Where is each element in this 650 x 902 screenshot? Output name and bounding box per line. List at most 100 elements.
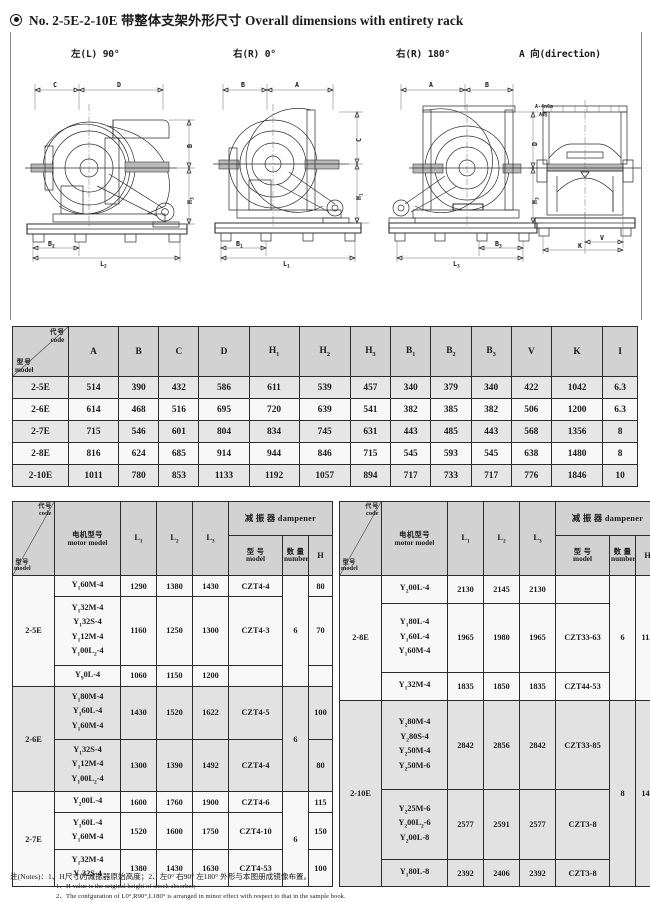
l1-header: L1 [447, 501, 485, 576]
l3-cell: 1900 [192, 791, 229, 814]
svg-text:B: B [186, 144, 194, 148]
dimension-cell: 506 [510, 398, 552, 421]
svg-text:D: D [117, 81, 121, 89]
motor-model-item: Y225M-6 [398, 803, 431, 816]
dampener-h-cell: 100 [307, 849, 334, 888]
motor-group-model: 2-6E [12, 685, 55, 793]
table-row: 2-10E 1011 780 853 1133 1192 1057 894 717 733 717 7… [12, 464, 638, 487]
l1-cell: 1520 [120, 812, 157, 851]
dimension-cell: 717 [390, 464, 432, 487]
motor-model-header-en: motor model [394, 537, 435, 547]
dimension-cell: 816 [67, 442, 120, 465]
svg-text:A: A [295, 81, 299, 89]
table-row: Y90L-4 1060 1150 1200 [13, 664, 334, 687]
dampener-type-cell: CZT3-8 [555, 789, 611, 860]
svg-text:A-4n6m: A-4n6m [535, 104, 553, 110]
corner-model-en: model [341, 565, 358, 573]
table-row: 2-10E Y280M-4 Y280S-4 Y250M-4 Y250M-6 2842 285… [339, 699, 650, 888]
motor-model-cell: Y180L-8 [381, 858, 449, 888]
dimension-cell: 846 [298, 442, 351, 465]
l1-cell: 1160 [120, 596, 157, 666]
dampener-type-cell [228, 664, 283, 687]
motor-table-header-row-1: 代号 code 型号 model 电机型号 motor model L1 L2 L3 减 振 器 … [12, 501, 334, 576]
l1-cell: 2842 [447, 699, 485, 791]
svg-text:V: V [600, 234, 604, 242]
motor-model-item: Y200L-4 [399, 583, 430, 595]
dampener-type-header: 型 号 model [555, 534, 611, 577]
dimension-cell: 685 [158, 442, 200, 465]
dimension-row-model: 2-6E [12, 398, 69, 421]
l3-cell: 1965 [519, 602, 557, 673]
dimension-cell: 539 [298, 376, 351, 399]
l2-cell: 2145 [483, 575, 521, 604]
dimension-cell: 593 [430, 442, 472, 465]
motor-model-cell: Y180L-4 Y160L-4 Y160M-4 [381, 602, 449, 673]
l3-cell: 1835 [519, 671, 557, 701]
dimension-cell: 745 [298, 420, 351, 443]
motor-model-item: Y280M-4 [398, 717, 431, 729]
dimension-col-header-c: C [158, 326, 200, 377]
svg-text:H3: H3 [186, 197, 196, 204]
dimension-cell: 776 [510, 464, 552, 487]
l2-cell: 1150 [156, 664, 193, 687]
dampener-type-header-cn: 型 号 [573, 546, 592, 556]
dampener-h-cell: 100 [307, 685, 334, 740]
technical-drawing-area: 左(L) 90° 右(R) 0° 右(R) 180° A 向(direction… [10, 32, 642, 320]
motor-model-header-en: motor model [67, 537, 108, 547]
table-row: Y132S-4 Y112M-4 Y100L2-4 1300 1390 1492 CZT4-4… [13, 738, 334, 793]
l1-cell: 2577 [447, 789, 485, 860]
dampener-h-cell: 80 [307, 738, 334, 793]
motor-model-header: 电机型号 motor model [381, 501, 449, 576]
dimension-cell: 422 [510, 376, 552, 399]
svg-text:B: B [241, 81, 245, 89]
dimension-cell: 1057 [298, 464, 351, 487]
dimension-row-model: 2-10E [12, 464, 69, 487]
dimension-cell: 624 [118, 442, 160, 465]
dimension-row-model: 2-5E [12, 376, 69, 399]
svg-text:C: C [355, 138, 363, 142]
dampener-type-cell: CZT4-4 [228, 574, 283, 598]
l3-cell: 1300 [192, 596, 229, 666]
l1-header: L1 [120, 501, 157, 576]
dimension-table-body: 2-5E 514 390 432 586 611 539 457 340 379 340 422 104… [12, 376, 638, 487]
dimension-cell: 8 [602, 420, 638, 443]
dimension-cell: 457 [349, 376, 392, 399]
l2-cell: 2591 [483, 789, 521, 860]
dimension-cell: 379 [430, 376, 472, 399]
table-row: 2-6E 614 468 516 695 720 639 541 382 385 382 506 120… [12, 398, 638, 421]
dimension-cell: 340 [470, 376, 512, 399]
note-line-en-2: 2、The confguration of L0°,R90°,L180° is … [56, 892, 346, 900]
dimension-cell: 485 [430, 420, 472, 443]
dimension-cell: 6.3 [602, 398, 638, 421]
dimension-col-header-h3: H3 [349, 326, 392, 377]
motor-group-model: 2-10E [339, 699, 383, 888]
l2-cell: 1850 [483, 671, 521, 701]
motor-table-corner-cell: 代号 code 型号 model [339, 501, 383, 576]
motor-model-item: Y200L2-6 [398, 818, 431, 830]
dampener-number-header-en: number [284, 554, 309, 564]
dimension-cell: 468 [118, 398, 160, 421]
diagonal-divider-icon [13, 327, 68, 376]
motor-model-item: Y160M-4 [71, 720, 104, 733]
dimension-cell: 546 [118, 420, 160, 443]
corner-code-en: code [366, 509, 379, 517]
motor-model-item: Y250M-6 [398, 760, 431, 773]
dimension-col-header-b3: B3 [470, 326, 512, 377]
dampener-h-cell: 115 [307, 791, 334, 814]
dampener-type-cell: CZT3-8 [555, 858, 611, 888]
dimension-col-header-k: K [550, 326, 604, 377]
svg-text:B1: B1 [236, 240, 243, 250]
dimension-cell: 1846 [550, 464, 604, 487]
dampener-h-cell: 140 [635, 699, 650, 888]
dimension-col-header-a: A [67, 326, 120, 377]
table-row: Y180L-4 Y160L-4 Y160M-4 1965 1980 1965 CZT33-6… [340, 602, 650, 673]
svg-text:H3: H3 [531, 197, 541, 204]
l2-cell: 2406 [483, 858, 521, 888]
page-title-bar: No. 2-5E-2-10E 带整体支架外形尺寸 Overall dimensi… [0, 0, 650, 30]
motor-model-cell: Y180M-4 Y160L-4 Y160M-4 [54, 685, 121, 740]
motor-model-cell: Y132S-4 Y112M-4 Y100L2-4 [54, 738, 121, 793]
l1-cell: 2392 [447, 858, 485, 888]
dampener-type-header: 型 号 model [228, 534, 283, 577]
dimension-table-corner-cell: 代号 code 型号 model [12, 326, 69, 377]
l3-cell: 1430 [192, 574, 229, 598]
